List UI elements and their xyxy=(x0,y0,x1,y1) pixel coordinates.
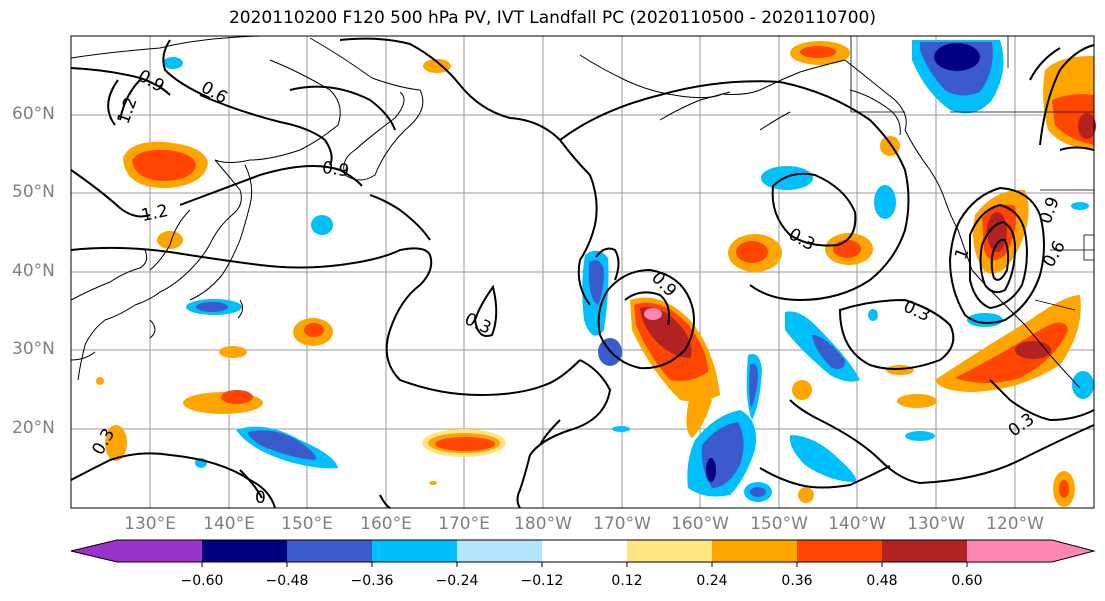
colorbar-segment xyxy=(797,540,882,562)
colorbar-segment xyxy=(287,540,372,562)
colorbar-segment xyxy=(202,540,287,562)
contour-label: 0 xyxy=(255,488,266,508)
colorbar-segment xyxy=(71,540,202,562)
anomaly-fill xyxy=(423,59,451,73)
anomaly-fill xyxy=(750,487,766,497)
longitude-label: 170°W xyxy=(593,514,651,534)
longitude-label: 130°W xyxy=(907,514,965,534)
coastlines xyxy=(70,35,1081,389)
anomaly-fill xyxy=(833,240,861,258)
colorbar-tick-label: −0.60 xyxy=(180,573,224,589)
anomaly-fill xyxy=(644,308,662,320)
anomaly-fill xyxy=(706,458,716,482)
anomaly-fill xyxy=(1071,202,1089,210)
anomaly-fill xyxy=(749,363,758,408)
colorbar-segment xyxy=(372,540,457,562)
anomaly-fill xyxy=(589,260,604,305)
longitude-label: 120°W xyxy=(986,514,1044,534)
anomaly-fill xyxy=(612,426,630,432)
anomaly-fill xyxy=(905,431,935,441)
anomaly-fill xyxy=(248,430,316,460)
longitude-label: 150°W xyxy=(750,514,808,534)
anomaly-fill xyxy=(686,393,712,438)
longitude-label: 130°E xyxy=(124,514,176,534)
colorbar-tick-label: 0.36 xyxy=(781,573,813,589)
colorbar-segment xyxy=(712,540,797,562)
anomaly-fill xyxy=(311,215,333,235)
longitude-label: 180°W xyxy=(514,514,572,534)
anomaly-fill xyxy=(800,46,836,58)
latitude-label: 20°N xyxy=(12,418,55,438)
colorbar-tick-label: −0.24 xyxy=(435,573,479,589)
colorbar-tick-label: 0.60 xyxy=(951,573,983,589)
anomaly-fill xyxy=(429,481,437,485)
colorbar xyxy=(70,539,1096,567)
anomaly-fill xyxy=(221,390,253,404)
anomaly-fill xyxy=(789,435,856,482)
anomaly-fill xyxy=(435,437,495,451)
anomaly-fill xyxy=(105,425,127,461)
filled-anomalies xyxy=(96,40,1096,507)
latitude-label: 60°N xyxy=(12,104,55,124)
colorbar-ticks xyxy=(201,562,968,567)
anomaly-fill xyxy=(874,185,896,219)
anomaly-fill xyxy=(935,295,1081,392)
anomaly-fill xyxy=(792,380,812,400)
longitude-label: 160°W xyxy=(671,514,729,534)
anomaly-fill xyxy=(163,57,183,69)
colorbar-tick-label: −0.36 xyxy=(350,573,394,589)
anomaly-fill xyxy=(132,149,196,181)
map-title: 2020110200 F120 500 hPa PV, IVT Landfall… xyxy=(228,8,876,28)
contour-label: 0.9 xyxy=(321,158,351,182)
colorbar-segment xyxy=(627,540,712,562)
colorbar-tick-label: 0.24 xyxy=(696,573,728,589)
anomaly-fill xyxy=(1078,113,1096,139)
colorbar-segment xyxy=(457,540,542,562)
anomaly-fill xyxy=(886,365,914,375)
anomaly-fill xyxy=(955,322,1068,383)
anomaly-fill xyxy=(157,231,183,249)
anomaly-fill xyxy=(1072,371,1094,399)
anomaly-fill xyxy=(798,487,814,503)
longitude-label: 140°E xyxy=(203,514,255,534)
map-frame xyxy=(70,35,1095,509)
colorbar-tick-label: 0.48 xyxy=(866,573,898,589)
colorbar-segment xyxy=(542,540,627,562)
anomaly-fill xyxy=(897,394,937,408)
anomaly-fill xyxy=(1059,480,1069,498)
anomaly-fill xyxy=(304,323,324,337)
colorbar-tick-label: −0.12 xyxy=(520,573,564,589)
latitude-label: 40°N xyxy=(12,261,55,281)
latitude-label: 30°N xyxy=(12,339,55,359)
pv-contours xyxy=(70,37,1095,509)
longitude-label: 160°E xyxy=(360,514,412,534)
anomaly-fill xyxy=(96,377,104,385)
colorbar-segment xyxy=(882,540,967,562)
anomaly-fill xyxy=(934,43,980,71)
anomaly-fill xyxy=(812,335,845,369)
latitude-label: 50°N xyxy=(12,182,55,202)
anomaly-fill xyxy=(761,166,813,190)
longitude-label: 170°E xyxy=(438,514,490,534)
anomaly-fill xyxy=(736,241,768,263)
longitude-label: 150°E xyxy=(281,514,333,534)
colorbar-tick-label: −0.48 xyxy=(265,573,309,589)
colorbar-tick-label: 0.12 xyxy=(611,573,643,589)
colorbar-outline xyxy=(70,539,1096,563)
anomaly-fill xyxy=(868,309,878,321)
longitude-label: 140°W xyxy=(828,514,886,534)
anomaly-fill xyxy=(219,346,247,358)
colorbar-segment xyxy=(967,540,1094,562)
anomaly-fill xyxy=(196,302,228,312)
